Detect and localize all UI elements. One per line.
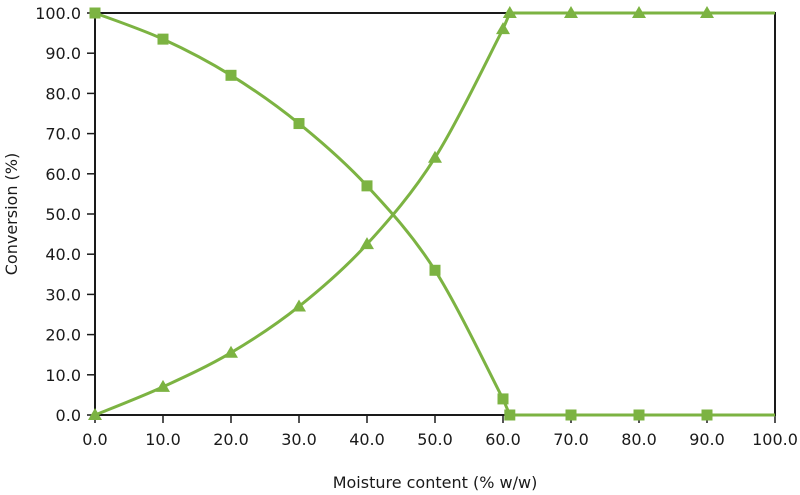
- y-tick-label: 60.0: [45, 165, 81, 184]
- square-marker: [633, 409, 645, 421]
- y-tick-label: 40.0: [45, 245, 81, 264]
- y-tick-label: 50.0: [45, 205, 81, 224]
- square-marker: [429, 264, 441, 276]
- y-tick-label: 70.0: [45, 125, 81, 144]
- x-tick-label: 90.0: [689, 430, 725, 449]
- square-marker: [565, 409, 577, 421]
- triangle-marker: [632, 6, 646, 18]
- x-tick-label: 30.0: [281, 430, 317, 449]
- x-tick-label: 20.0: [213, 430, 249, 449]
- x-tick-label: 0.0: [82, 430, 107, 449]
- triangle-marker: [428, 150, 442, 163]
- triangle-marker: [496, 22, 510, 35]
- square-marker: [361, 180, 373, 192]
- square-marker: [701, 409, 713, 421]
- square-marker: [225, 69, 237, 81]
- y-tick-label: 80.0: [45, 84, 81, 103]
- triangle-marker: [502, 6, 517, 18]
- y-tick-label: 30.0: [45, 285, 81, 304]
- y-tick-label: 100.0: [35, 4, 81, 23]
- x-tick-label: 80.0: [621, 430, 657, 449]
- x-tick-label: 40.0: [349, 430, 385, 449]
- y-tick-label: 0.0: [56, 406, 81, 425]
- series-line-squares: [94, 11, 775, 417]
- square-marker: [89, 7, 101, 19]
- triangle-marker: [292, 299, 306, 312]
- triangle-marker: [360, 237, 374, 250]
- y-tick-label: 20.0: [45, 326, 81, 345]
- x-tick-label: 70.0: [553, 430, 589, 449]
- y-tick-label: 10.0: [45, 366, 81, 385]
- triangle-marker: [564, 6, 578, 18]
- y-tick-label: 90.0: [45, 44, 81, 63]
- plot-frame: [94, 12, 776, 416]
- square-marker: [293, 118, 305, 130]
- triangle-marker: [156, 379, 170, 392]
- series-line-triangles: [94, 11, 775, 417]
- triangle-marker: [224, 345, 238, 358]
- y-axis-title: Conversion (%): [2, 153, 21, 275]
- axes: 0.0 10.0 20.0 30.0 40.0 50.0 60.0 70.0 80.0 90.0 1…: [35, 4, 798, 449]
- square-marker: [157, 33, 169, 45]
- x-tick-label: 60.0: [485, 430, 521, 449]
- triangle-marker: [88, 408, 102, 420]
- triangle-marker: [700, 6, 714, 18]
- x-tick-label: 50.0: [417, 430, 453, 449]
- x-axis-title: Moisture content (% w/w): [333, 473, 538, 492]
- square-marker: [497, 393, 509, 405]
- x-tick-label: 100.0: [752, 430, 798, 449]
- square-marker: [504, 409, 516, 421]
- series-layer: [88, 6, 775, 421]
- x-tick-label: 10.0: [145, 430, 181, 449]
